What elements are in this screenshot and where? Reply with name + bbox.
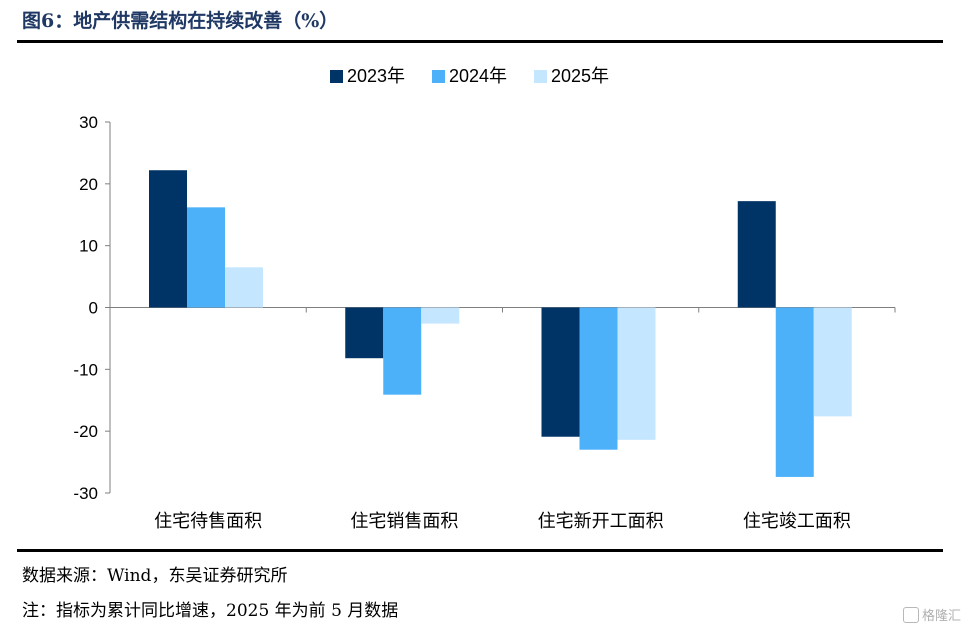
bar-1-3 [541, 307, 580, 437]
legend-label-1: 2023年 [347, 66, 405, 86]
bar-chart: 30 20 10 0 -10 -20 -30 住宅待售面积 住宅销售面积 住宅新开工面积 住宅竣工面… [73, 66, 896, 532]
watermark-logo-icon [902, 607, 919, 623]
legend-swatch-1 [330, 70, 343, 83]
bar-2-3 [579, 307, 618, 450]
footnote: 注：指标为累计同比增速，2025 年为前 5 月数据 [22, 601, 399, 621]
bar-2-4 [775, 307, 814, 477]
legend-label-2: 2024年 [449, 66, 507, 86]
y-tick-label: -20 [73, 422, 98, 441]
legend-swatch-2 [432, 70, 445, 83]
bar-1-1 [149, 170, 187, 308]
bar-3-1 [225, 267, 263, 308]
legend-swatch-3 [534, 70, 547, 83]
y-tick-label: 0 [89, 299, 98, 318]
source-note: 数据来源：Wind，东吴证券研究所 [22, 566, 288, 586]
bar-2-2 [383, 307, 422, 395]
x-category-label: 住宅新开工面积 [538, 511, 664, 532]
watermark: 格隆汇 [902, 605, 961, 624]
x-category-label: 住宅竣工面积 [743, 511, 851, 532]
bar-1-2 [345, 307, 384, 359]
bar-3-4 [813, 307, 852, 417]
y-tick-label: 10 [79, 237, 98, 256]
bottom-rule [17, 549, 943, 552]
x-category-label: 住宅待售面积 [154, 511, 262, 532]
bar-3-3 [617, 307, 656, 440]
bar-2-1 [187, 207, 225, 308]
bar-1-4 [737, 201, 776, 308]
y-tick-label: 30 [79, 113, 98, 132]
x-category-label: 住宅销售面积 [350, 511, 458, 532]
legend-label-3: 2025年 [551, 66, 609, 86]
figure-title: 图6：地产供需结构在持续改善（%） [22, 10, 339, 32]
y-tick-label: -30 [73, 484, 98, 503]
top-rule [17, 40, 943, 43]
y-tick-label: -10 [73, 360, 98, 379]
watermark-text: 格隆汇 [921, 609, 961, 624]
bar-3-2 [421, 307, 460, 324]
y-tick-label: 20 [79, 175, 98, 194]
